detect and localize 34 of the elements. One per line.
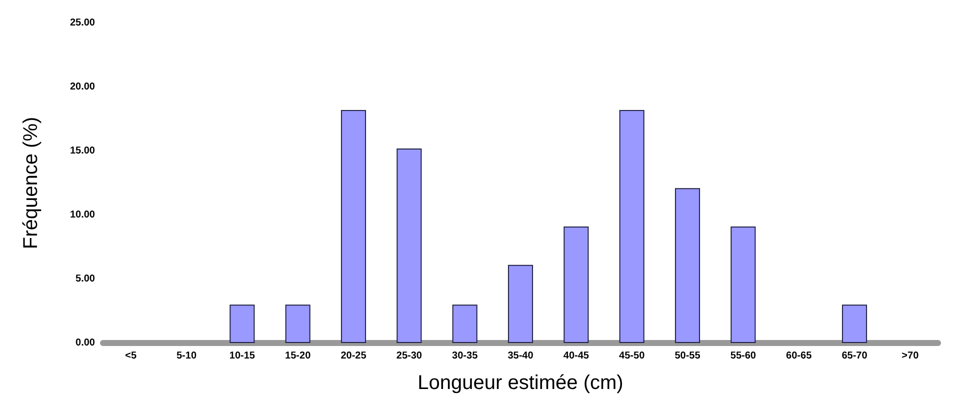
bar xyxy=(396,148,422,343)
y-tick-label: 10.00 xyxy=(70,210,96,220)
x-tick-label: 55-60 xyxy=(730,350,756,362)
y-tick-label: 0.00 xyxy=(76,338,96,348)
x-tick-label: <5 xyxy=(125,350,137,362)
y-axis-title: Fréquence (%) xyxy=(20,116,42,250)
x-tick-label: 35-40 xyxy=(508,350,534,362)
bar xyxy=(730,226,756,343)
x-tick-label: 25-30 xyxy=(396,350,422,362)
y-tick-label: 25.00 xyxy=(70,18,96,28)
x-tick-label: 45-50 xyxy=(619,350,646,362)
x-tick-label: 10-15 xyxy=(229,350,256,362)
bar xyxy=(230,304,255,343)
bar xyxy=(508,264,534,343)
x-axis-title: Longueur estimée (cm) xyxy=(418,372,624,394)
x-tick-label: 50-55 xyxy=(674,350,701,362)
x-tick-label: >70 xyxy=(902,350,920,362)
x-tick-label: 65-70 xyxy=(842,350,868,362)
y-tick-label: 5.00 xyxy=(76,274,96,284)
bar xyxy=(340,110,366,343)
x-tick-label: 40-45 xyxy=(563,350,590,362)
y-tick-label: 20.00 xyxy=(70,82,96,92)
bar xyxy=(619,110,644,343)
bar xyxy=(452,304,478,343)
x-tick-label: 60-65 xyxy=(786,350,812,362)
bar xyxy=(842,304,868,343)
bar xyxy=(674,188,700,343)
x-tick-label: 15-20 xyxy=(285,350,312,362)
x-tick-label: 20-25 xyxy=(340,350,367,362)
x-tick-label: 30-35 xyxy=(452,350,478,362)
bar xyxy=(564,226,589,343)
bar xyxy=(285,304,310,343)
y-tick-label: 15.00 xyxy=(70,146,96,156)
x-tick-label: 5-10 xyxy=(176,350,197,362)
